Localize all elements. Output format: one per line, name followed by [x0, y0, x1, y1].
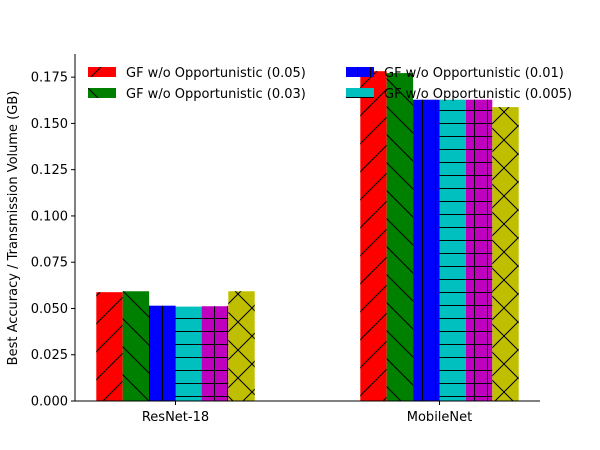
legend-swatch-hatch	[346, 88, 374, 98]
bar-hatch	[149, 305, 176, 401]
legend-label: GF w/o Opportunistic (0.01)	[384, 66, 564, 81]
bars-layer	[96, 71, 519, 402]
bar-hatch	[360, 71, 387, 402]
y-tick-label: 0.025	[31, 348, 68, 363]
y-tick-label: 0.100	[31, 209, 68, 224]
bar-hatch	[413, 99, 440, 402]
legend-swatch-hatch	[88, 88, 116, 98]
x-tick-label: MobileNet	[407, 410, 472, 425]
legend-swatch-hatch	[88, 67, 116, 77]
y-tick-label: 0.050	[31, 302, 68, 317]
y-tick-label: 0.175	[31, 71, 68, 86]
legend-entry: GF w/o Opportunistic (0.005)	[346, 87, 572, 102]
y-tick-label: 0.125	[31, 163, 68, 178]
bar-gf-w-o-opportunistic-0-05--resnet-18	[96, 292, 123, 401]
legend-entry: GF w/o Opportunistic (0.03)	[88, 87, 306, 102]
bar-series-6-resnet-18	[228, 291, 255, 401]
bar-hatch	[492, 107, 519, 401]
legend-label: GF w/o Opportunistic (0.005)	[384, 87, 572, 102]
bar-hatch	[96, 292, 123, 401]
legend-label: GF w/o Opportunistic (0.05)	[126, 66, 306, 81]
bar-hatch	[175, 306, 202, 401]
y-tick-label: 0.000	[31, 395, 68, 410]
legend-entry: GF w/o Opportunistic (0.05)	[88, 66, 306, 81]
legend-label: GF w/o Opportunistic (0.03)	[126, 87, 306, 102]
bar-series-5-mobilenet	[465, 99, 493, 402]
legend-swatch-hatch	[346, 67, 374, 77]
x-tick-label: ResNet-18	[142, 410, 209, 425]
bar-hatch	[386, 73, 414, 402]
bar-hatch	[228, 291, 255, 401]
axes-layer: 0.000 0.025 0.050 0.075 0.100 0.125 0.150 0.175…	[31, 54, 540, 425]
bar-gf-w-o-opportunistic-0-005--resnet-18	[175, 306, 202, 401]
bar-hatch	[201, 306, 229, 401]
bar-gf-w-o-opportunistic-0-05--mobilenet	[360, 71, 387, 402]
y-axis-label: Best Accuracy / Transmission Volume (GB)	[6, 91, 21, 366]
bar-gf-w-o-opportunistic-0-03--mobilenet	[386, 73, 414, 402]
bar-hatch	[122, 291, 150, 401]
bar-gf-w-o-opportunistic-0-005--mobilenet	[439, 99, 466, 402]
bar-gf-w-o-opportunistic-0-01--resnet-18	[149, 305, 176, 401]
bar-gf-w-o-opportunistic-0-03--resnet-18	[122, 291, 150, 401]
bar-series-5-resnet-18	[201, 306, 229, 401]
bar-gf-w-o-opportunistic-0-01--mobilenet	[413, 99, 440, 402]
bar-hatch	[465, 99, 493, 402]
legend-entry: GF w/o Opportunistic (0.01)	[346, 66, 564, 81]
bar-hatch	[439, 99, 466, 402]
bar-series-6-mobilenet	[492, 107, 519, 401]
legend: GF w/o Opportunistic (0.05) GF w/o Opport…	[88, 66, 572, 102]
y-tick-label: 0.150	[31, 117, 68, 132]
y-tick-label: 0.075	[31, 256, 68, 271]
